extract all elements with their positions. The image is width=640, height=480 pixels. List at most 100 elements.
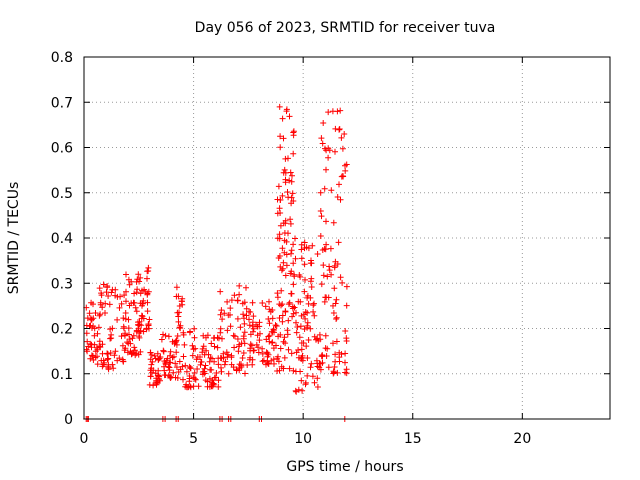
data-point xyxy=(277,345,284,352)
x-tick-label: 10 xyxy=(294,431,312,447)
data-point xyxy=(283,262,290,269)
data-point xyxy=(183,368,190,375)
data-point xyxy=(324,273,331,280)
data-point xyxy=(292,368,299,375)
y-tick-label: 0.3 xyxy=(51,276,73,292)
data-point xyxy=(145,264,152,271)
data-point xyxy=(162,372,169,378)
data-point xyxy=(314,251,321,257)
data-point xyxy=(155,375,162,382)
data-point xyxy=(123,288,129,295)
data-point xyxy=(281,334,288,341)
data-point xyxy=(277,144,284,151)
data-point xyxy=(118,300,125,307)
data-point xyxy=(144,299,151,306)
data-point xyxy=(203,347,210,354)
data-point xyxy=(278,267,285,274)
y-tick-labels: 0 0.1 0.2 0.3 0.4 0.5 0.6 0.7 0.8 xyxy=(51,50,73,428)
data-point xyxy=(342,328,349,334)
data-point xyxy=(100,361,107,368)
data-point xyxy=(321,185,328,192)
data-point xyxy=(307,325,314,332)
chart-title: Day 056 of 2023, SRMTID for receiver tuv… xyxy=(195,20,496,36)
data-point xyxy=(259,350,266,357)
data-point xyxy=(172,339,179,346)
data-point xyxy=(227,305,234,312)
data-point xyxy=(191,325,198,332)
data-point xyxy=(116,304,123,311)
data-point xyxy=(104,284,111,291)
data-point xyxy=(282,220,289,227)
data-point xyxy=(304,319,311,326)
data-point xyxy=(147,373,154,380)
data-point xyxy=(343,335,350,342)
data-point xyxy=(323,353,330,359)
data-point xyxy=(175,313,182,320)
data-point xyxy=(286,299,293,306)
data-point xyxy=(181,341,188,348)
data-point xyxy=(314,375,321,382)
data-point xyxy=(288,194,295,201)
data-point xyxy=(145,321,152,328)
data-point xyxy=(221,361,228,368)
data-point xyxy=(99,304,106,311)
data-point xyxy=(125,316,132,323)
data-point xyxy=(116,355,123,362)
data-point xyxy=(126,281,133,288)
data-point xyxy=(280,259,287,266)
data-point xyxy=(255,349,262,356)
data-point xyxy=(282,340,289,347)
data-point xyxy=(319,359,326,366)
data-point xyxy=(265,316,272,322)
data-point xyxy=(240,311,247,318)
data-point xyxy=(246,356,253,363)
data-point xyxy=(320,272,327,279)
y-tick-label: 0.1 xyxy=(51,367,73,383)
data-point xyxy=(307,294,314,301)
data-point xyxy=(336,181,342,188)
data-point xyxy=(94,344,100,351)
data-point xyxy=(146,381,153,388)
data-point xyxy=(209,377,216,384)
data-point xyxy=(332,351,339,358)
data-point xyxy=(279,192,286,199)
data-point xyxy=(323,147,330,154)
data-point xyxy=(292,387,299,394)
data-point xyxy=(175,293,182,300)
data-point xyxy=(136,278,143,285)
data-point xyxy=(203,334,209,341)
data-point xyxy=(183,381,190,388)
data-point xyxy=(96,312,103,319)
data-point xyxy=(259,300,266,306)
data-point xyxy=(122,345,129,352)
data-point xyxy=(332,300,339,307)
data-point xyxy=(276,231,283,238)
data-point xyxy=(167,348,174,355)
data-point xyxy=(189,342,196,349)
y-tick-label: 0.8 xyxy=(51,50,73,66)
data-point xyxy=(275,358,282,365)
data-point xyxy=(333,338,340,345)
data-point xyxy=(135,271,142,278)
axis-ticks xyxy=(83,56,610,420)
data-point xyxy=(339,145,346,152)
data-point xyxy=(187,365,194,372)
data-point xyxy=(266,320,273,327)
data-point xyxy=(231,333,238,340)
data-point xyxy=(276,301,283,308)
data-point xyxy=(133,328,140,335)
data-point xyxy=(272,322,279,329)
data-point xyxy=(165,333,172,340)
data-point xyxy=(275,353,281,360)
x-tick-label: 20 xyxy=(513,431,531,447)
data-point xyxy=(288,350,295,357)
data-point xyxy=(243,305,250,312)
data-point xyxy=(282,155,289,162)
data-point xyxy=(317,208,324,214)
data-point xyxy=(224,354,231,360)
data-point xyxy=(290,241,297,248)
data-point xyxy=(136,321,143,328)
data-point xyxy=(231,344,238,351)
data-point xyxy=(186,363,193,370)
